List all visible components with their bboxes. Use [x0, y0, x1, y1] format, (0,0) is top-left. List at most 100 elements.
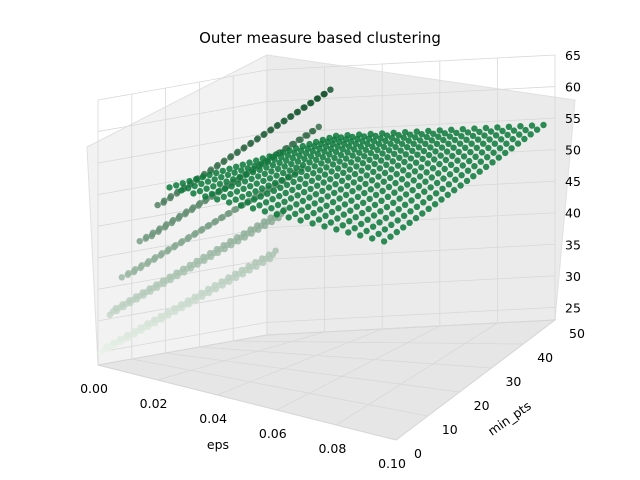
scatter-point	[466, 157, 473, 165]
scatter-point	[414, 151, 421, 158]
scatter-point	[321, 223, 328, 230]
scatter-point	[357, 143, 364, 150]
scatter-point	[337, 186, 344, 193]
scatter-point	[485, 144, 492, 152]
scatter-point	[421, 188, 428, 195]
scatter-point	[441, 130, 448, 137]
scatter-point	[311, 143, 318, 150]
grid-line	[97, 101, 268, 132]
scatter-point	[456, 140, 464, 147]
scatter-point	[267, 214, 274, 221]
scatter-point	[312, 191, 320, 198]
scatter-point	[435, 133, 442, 140]
scatter-point	[433, 140, 441, 147]
tick-label: 40	[565, 206, 581, 221]
scatter-point	[417, 137, 424, 144]
scatter-point	[231, 206, 238, 213]
scatter-point	[489, 159, 496, 166]
scatter-point	[293, 109, 301, 116]
scatter-point	[380, 143, 388, 151]
scatter-point	[291, 171, 299, 178]
scatter-point	[474, 136, 482, 143]
scatter-point	[418, 131, 425, 138]
grid-line	[157, 331, 325, 381]
tick-label: 50	[565, 143, 581, 158]
scatter-point	[146, 285, 153, 292]
scatter-point	[353, 203, 360, 210]
grid-line	[97, 334, 268, 366]
tick-label: 20	[474, 398, 490, 413]
scatter-point	[327, 219, 335, 226]
scatter-point	[457, 182, 464, 189]
tick-label: 30	[565, 269, 581, 284]
scatter-point	[260, 131, 267, 138]
scatter-point	[203, 185, 210, 192]
scatter-point	[256, 202, 263, 209]
scatter-point	[289, 186, 296, 194]
scatter-point	[276, 159, 283, 166]
scatter-point	[431, 201, 439, 208]
scatter-point	[487, 128, 495, 135]
scatter-point	[341, 201, 349, 208]
scatter-point	[385, 183, 393, 191]
scatter-point	[233, 149, 241, 157]
scatter-point	[286, 167, 293, 174]
scatter-point	[324, 157, 332, 164]
scatter-point	[148, 232, 155, 240]
grid-line	[395, 319, 556, 441]
scatter-point	[299, 161, 307, 169]
scatter-point	[367, 186, 374, 193]
scatter-point	[392, 143, 399, 151]
scatter-point	[289, 154, 296, 162]
scatter-point	[295, 183, 302, 191]
scatter-point	[272, 179, 279, 187]
scatter-point	[329, 199, 337, 206]
scatter-point	[508, 145, 515, 152]
scatter-point	[406, 219, 413, 226]
grid-line	[97, 364, 397, 441]
scatter-point	[364, 216, 371, 223]
scatter-point	[372, 191, 380, 199]
scatter-point	[269, 196, 276, 203]
scatter-point	[238, 167, 245, 174]
scatter-point	[328, 208, 336, 216]
scatter-point	[516, 131, 523, 138]
scatter-point	[450, 144, 457, 151]
scatter-point	[205, 285, 212, 293]
scatter-point	[448, 126, 455, 133]
scatter-point	[331, 189, 338, 197]
scatter-point	[449, 152, 456, 160]
grid-line	[336, 322, 498, 426]
data-points	[97, 86, 547, 357]
scatter-point	[407, 155, 415, 162]
scatter-point	[213, 163, 221, 170]
scatter-point	[247, 226, 254, 233]
scatter-point	[303, 172, 310, 180]
scatter-point	[232, 196, 239, 203]
scatter-point	[311, 163, 318, 170]
scatter-point	[324, 193, 331, 200]
z-axis-ticks: 25 30 35 40 45 50 55 60 65	[565, 48, 581, 315]
scatter-point	[199, 173, 206, 181]
scatter-point	[303, 213, 311, 220]
scatter-point	[445, 181, 453, 188]
scatter-point	[436, 127, 443, 134]
scatter-point	[394, 162, 402, 169]
scatter-point	[274, 165, 282, 173]
scatter-point	[505, 123, 513, 130]
scatter-point	[160, 199, 167, 206]
scatter-point	[304, 145, 311, 152]
scatter-point	[334, 215, 341, 222]
scatter-point	[371, 160, 378, 168]
scatter-point	[297, 217, 304, 224]
scatter-point	[236, 173, 243, 181]
scatter-point	[351, 146, 358, 153]
scatter-point	[319, 154, 326, 161]
scatter-point	[333, 172, 340, 180]
scatter-point	[252, 188, 259, 195]
scatter-point	[286, 147, 293, 154]
scatter-point	[173, 190, 181, 197]
scatter-point	[279, 149, 286, 156]
scatter-point	[442, 156, 450, 164]
tick-label: 60	[565, 80, 581, 95]
